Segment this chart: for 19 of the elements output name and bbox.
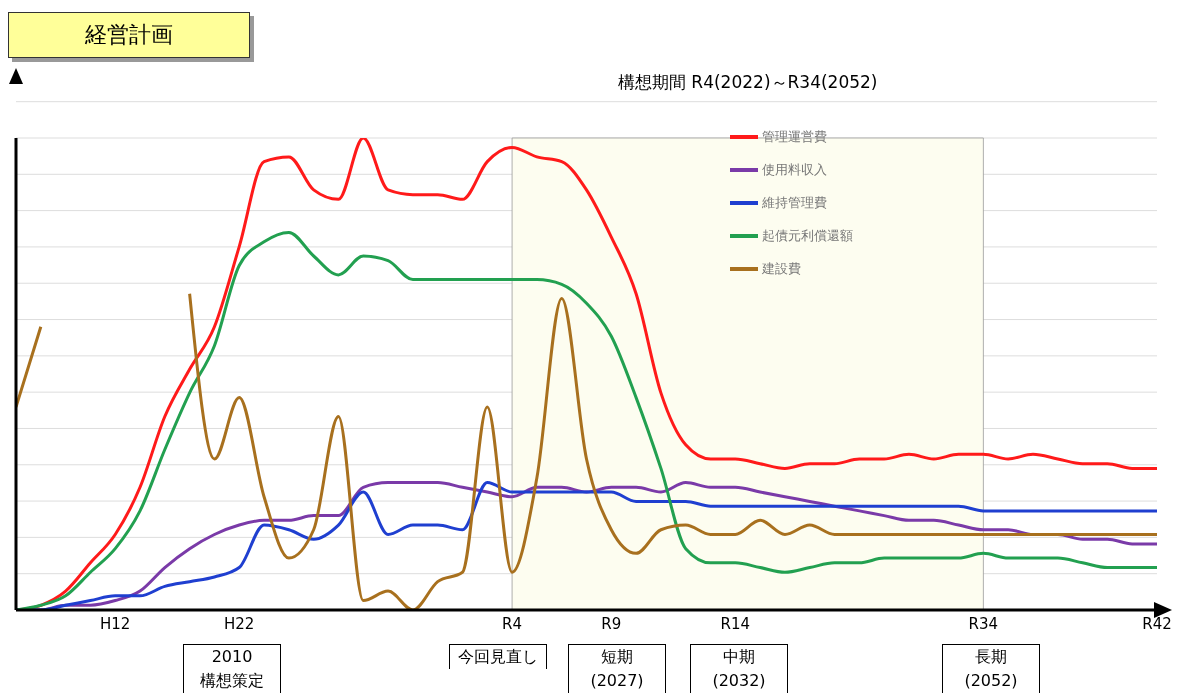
legend-label: 管理運営費 xyxy=(762,127,827,146)
x-tick-label: R9 xyxy=(601,614,622,633)
legend-label: 建設費 xyxy=(762,259,801,278)
band-label: 構想期間 R4(2022)～R34(2052) xyxy=(617,72,878,92)
legend-label: 起債元利償還額 xyxy=(762,226,853,245)
legend-label: 維持管理費 xyxy=(762,193,827,212)
chart-title: 経営計画 xyxy=(8,12,250,58)
text: 長期(2052) xyxy=(943,645,1039,693)
text: 2010構想策定 xyxy=(184,645,280,693)
x-tick-label: H12 xyxy=(100,614,131,633)
text: 中期(2032) xyxy=(691,645,787,693)
text: 短期(2027) xyxy=(569,645,665,693)
x-tick-label: R42 xyxy=(1142,614,1172,633)
x-tick-label: R14 xyxy=(720,614,751,633)
x-tick-label: H22 xyxy=(224,614,255,633)
text: 今回見直し xyxy=(450,645,546,669)
legend-label: 使用料収入 xyxy=(762,160,827,179)
x-tick-label: R4 xyxy=(502,614,523,633)
x-tick-label: R34 xyxy=(968,614,999,633)
